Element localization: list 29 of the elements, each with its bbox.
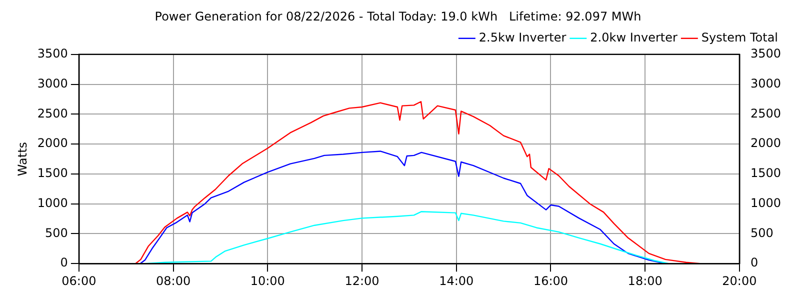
legend-label: 2.0kw Inverter xyxy=(590,30,678,45)
legend-label: System Total xyxy=(701,30,778,45)
y-tick-label: 3500 xyxy=(37,46,68,61)
x-tick-label: 14:00 xyxy=(439,274,474,288)
x-tick-label: 08:00 xyxy=(156,274,191,288)
y2-tick-label: 2500 xyxy=(750,106,782,120)
y-tick-label: 500 xyxy=(45,226,68,240)
legend-label: 2.5kw Inverter xyxy=(478,30,566,45)
x-tick-label: 10:00 xyxy=(250,274,285,288)
y2-tick-label: 1000 xyxy=(750,196,782,210)
y2-tick-label: 0 xyxy=(750,256,758,270)
y-tick-label: 1500 xyxy=(37,166,68,180)
x-tick-label: 18:00 xyxy=(628,274,662,288)
y2-tick-label: 500 xyxy=(750,226,774,240)
chart-title: Power Generation for 08/22/2026 - Total Today: 19.0 kWh Lifetime: 92.097 MWh xyxy=(154,9,642,24)
y2-tick-label: 3500 xyxy=(750,46,782,61)
y-tick-label: 0 xyxy=(60,256,68,270)
y-tick-label: 3000 xyxy=(37,76,68,90)
x-tick-label: 12:00 xyxy=(344,274,380,288)
y2-tick-label: 1500 xyxy=(750,166,782,180)
y2-tick-label: 3000 xyxy=(750,76,782,90)
y-tick-label: 2000 xyxy=(37,136,68,150)
y-axis-title: Watts xyxy=(15,142,30,176)
x-tick-label: 16:00 xyxy=(533,274,568,288)
x-tick-label: 20:00 xyxy=(722,274,757,288)
y2-tick-label: 2000 xyxy=(750,136,782,150)
x-tick-label: 06:00 xyxy=(62,274,96,288)
y-tick-label: 1000 xyxy=(37,196,68,210)
y-tick-label: 2500 xyxy=(37,106,68,120)
